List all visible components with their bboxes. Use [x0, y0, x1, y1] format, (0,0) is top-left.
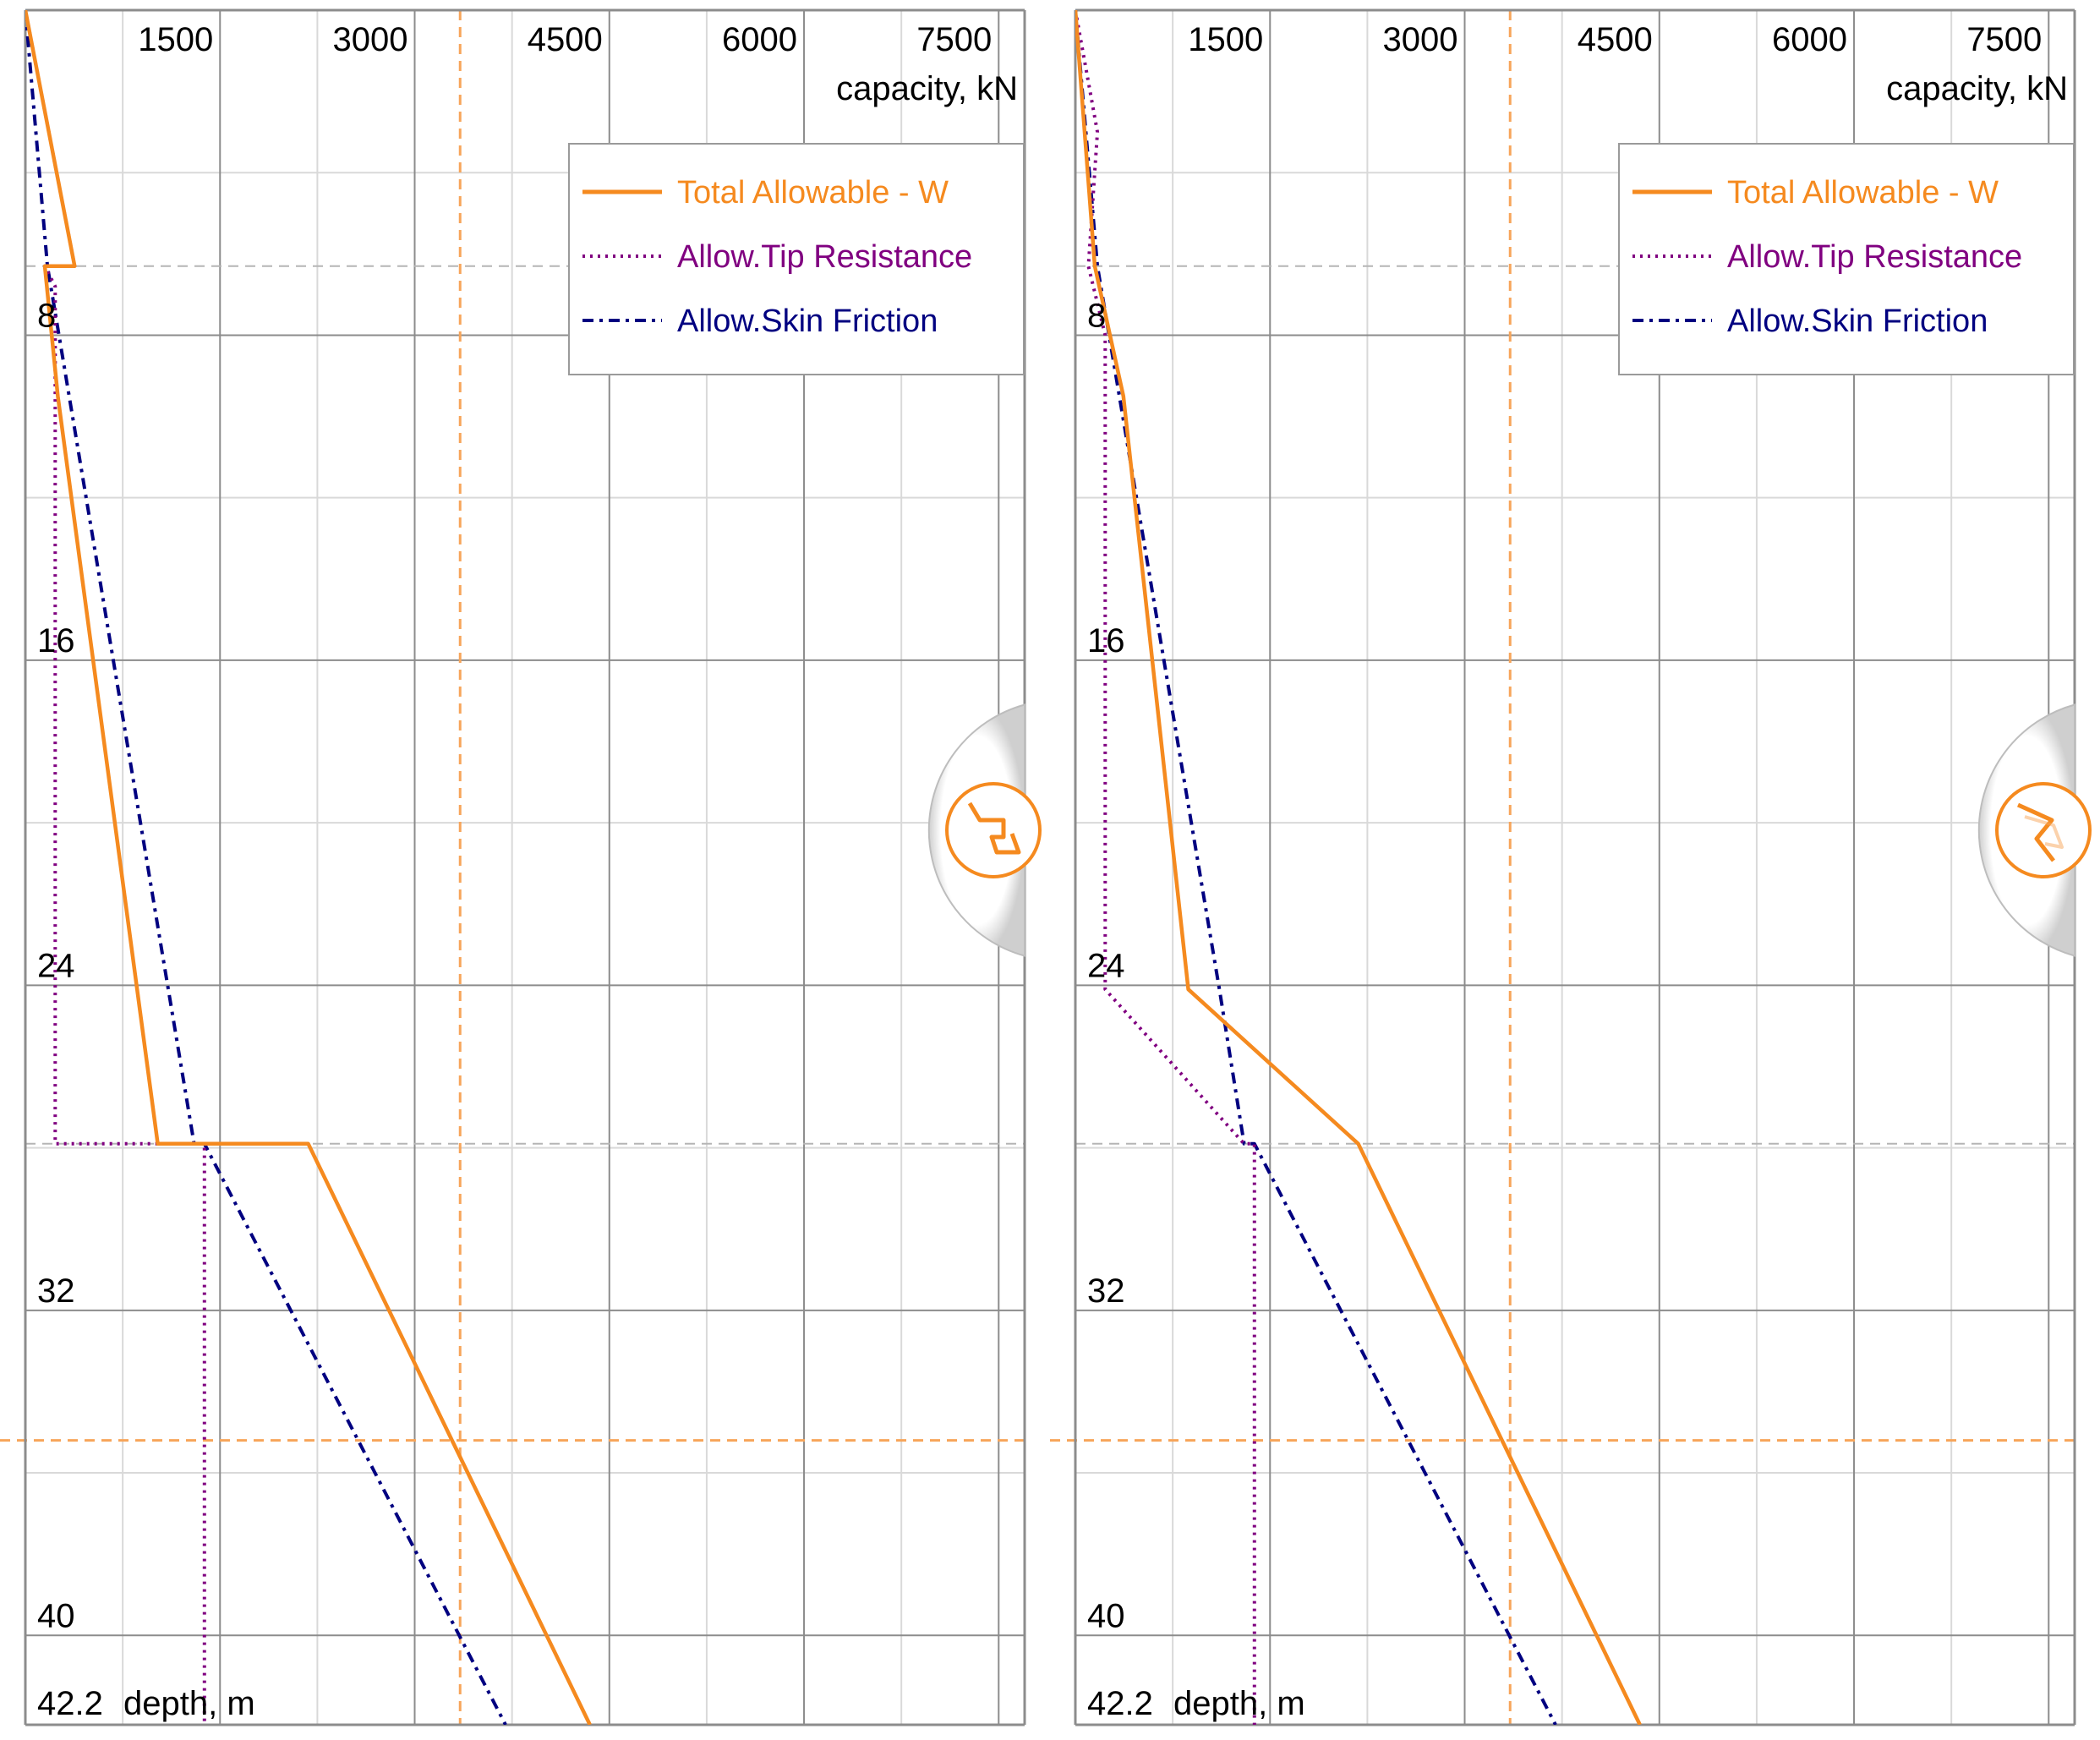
- x-tick-label: 4500: [1578, 21, 1653, 58]
- y-axis-title: depth, m: [123, 1685, 255, 1722]
- legend-box: [568, 143, 1025, 375]
- y-max-label: 42.2: [1087, 1685, 1153, 1722]
- series-line-skin-friction: [25, 10, 507, 1725]
- icon-glyph: [967, 802, 1021, 855]
- y-tick-label: 24: [1087, 947, 1125, 984]
- y-tick-label: 8: [1087, 297, 1106, 334]
- series-line-total-allowable: [25, 10, 592, 1725]
- chart-panel-2: 1500 3000 4500 6000 7500 capacity, kN 8 16 24 32 4…: [1050, 8, 2092, 1726]
- pile-chart-icon: [1977, 703, 2092, 957]
- chart-panel-1: 1500 3000 4500 6000 7500 capacity, kN 8 16 24 32 4…: [0, 8, 1042, 1726]
- icon-glyph-shadow: [2024, 815, 2064, 849]
- legend-entry: Allow.Skin Friction: [677, 304, 938, 339]
- x-axis-title: capacity, kN: [836, 70, 1018, 107]
- y-tick-label: 8: [37, 297, 56, 334]
- legend-entry: Allow.Tip Resistance: [1727, 239, 2022, 275]
- legend-entry: Total Allowable - W: [1727, 175, 1999, 211]
- y-tick-label: 24: [37, 947, 75, 984]
- y-axis-title: depth, m: [1173, 1685, 1305, 1722]
- y-max-label: 42.2: [37, 1685, 103, 1722]
- series-line-tip-resistance: [1075, 10, 1256, 1725]
- y-tick-label: 16: [1087, 622, 1125, 659]
- chart-legend: Total Allowable - W Allow.Tip Resistance A…: [568, 143, 1025, 375]
- chart-legend: Total Allowable - W Allow.Tip Resistance A…: [1618, 143, 2075, 375]
- series-line-skin-friction: [1075, 10, 1557, 1725]
- x-tick-label: 4500: [528, 21, 603, 58]
- icon-glyph: [2016, 802, 2055, 862]
- x-tick-label: 7500: [1966, 21, 2042, 58]
- legend-box: [1618, 143, 2075, 375]
- legend-entry: Total Allowable - W: [677, 175, 949, 211]
- y-tick-label: 32: [1087, 1272, 1125, 1310]
- x-tick-label: 6000: [722, 21, 797, 58]
- series-line-total-allowable: [1075, 10, 1642, 1725]
- y-tick-label: 40: [1087, 1597, 1125, 1634]
- x-tick-label: 3000: [333, 21, 408, 58]
- legend-entry: Allow.Skin Friction: [1727, 304, 1988, 339]
- x-tick-label: 3000: [1383, 21, 1458, 58]
- x-axis-title: capacity, kN: [1886, 70, 2068, 107]
- legend-entry: Allow.Tip Resistance: [677, 239, 972, 275]
- icon-ring: [945, 782, 1042, 878]
- x-tick-label: 6000: [1772, 21, 1847, 58]
- x-tick-label: 1500: [138, 21, 213, 58]
- y-tick-label: 16: [37, 622, 75, 659]
- y-tick-label: 32: [37, 1272, 75, 1310]
- series-group: [1075, 10, 1642, 1725]
- series-group: [25, 10, 592, 1725]
- y-tick-label: 40: [37, 1597, 75, 1634]
- pile-chart-icon: [927, 703, 1042, 957]
- x-tick-label: 1500: [1188, 21, 1263, 58]
- x-tick-label: 7500: [916, 21, 992, 58]
